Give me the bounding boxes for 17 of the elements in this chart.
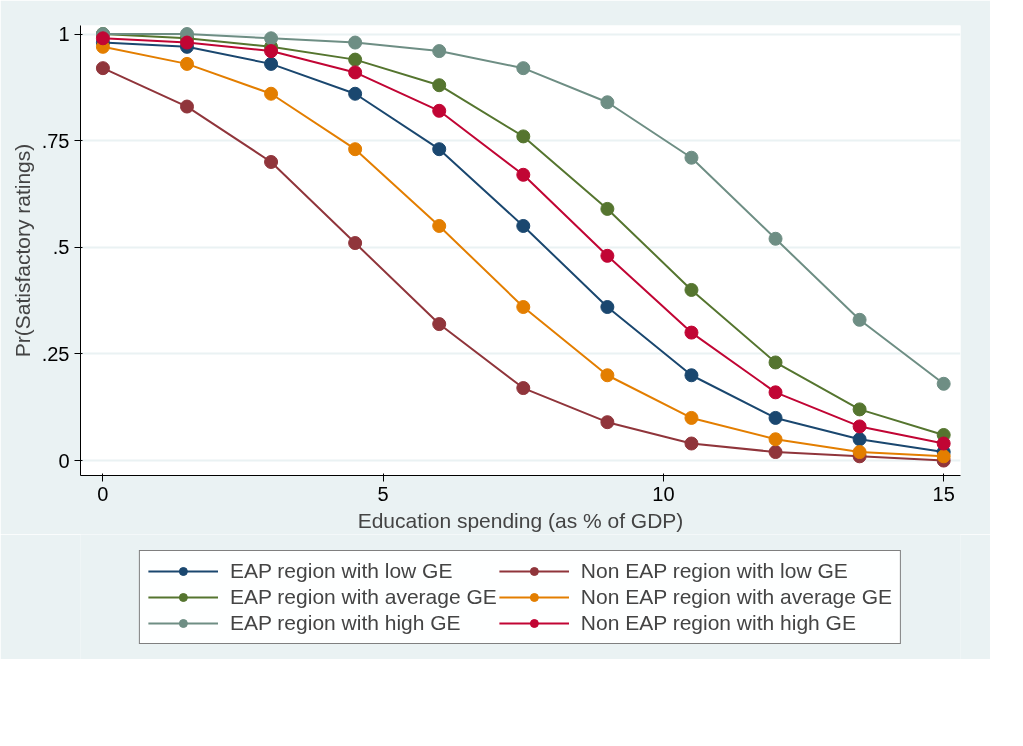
x-tick-label: 5 (377, 482, 389, 505)
legend-label: EAP region with average GE (229, 584, 497, 609)
legend-label: EAP region with low GE (229, 558, 453, 583)
y-tick-label: .75 (41, 129, 70, 152)
y-tick-label: .5 (52, 236, 70, 259)
y-tick-label: .25 (41, 342, 70, 365)
y-axis-title: Pr(Satisfactory ratings) (10, 143, 34, 358)
legend-label: EAP region with high GE (229, 610, 461, 635)
legend-label: Non EAP region with high GE (580, 610, 856, 635)
legend-label: Non EAP region with low GE (580, 558, 848, 583)
y-tick-label: 1 (58, 23, 70, 46)
x-tick-label: 10 (652, 482, 675, 505)
legend-label: Non EAP region with average GE (580, 584, 893, 609)
x-axis-title: Education spending (as % of GDP) (357, 508, 684, 532)
x-tick-label: 0 (97, 482, 109, 505)
y-tick-label: 0 (58, 449, 70, 472)
x-tick-label: 15 (932, 482, 955, 505)
